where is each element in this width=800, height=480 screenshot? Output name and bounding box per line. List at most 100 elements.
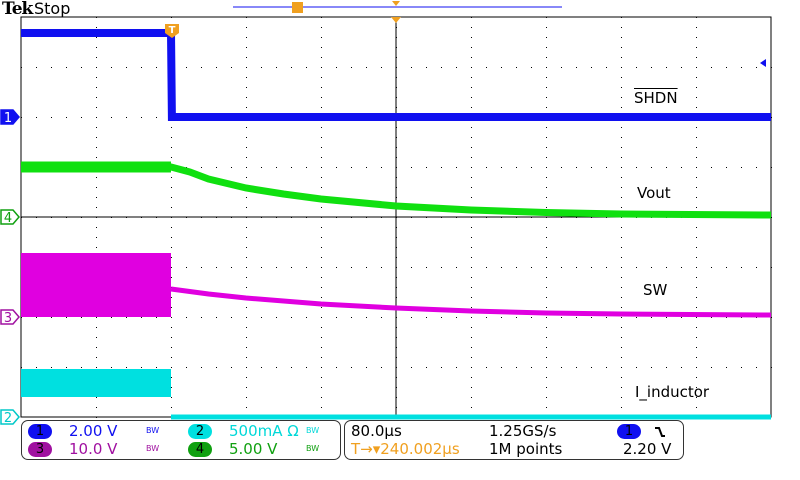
ch2-ground-marker[interactable]: 2 (0, 409, 20, 426)
grid-dot (546, 77, 547, 78)
horizontal-settings-panel[interactable]: 80.0µs 1.25GS/s T→▾240.002µs 1M points 1… (344, 420, 684, 460)
grid-dot (606, 167, 607, 168)
grid-dot (696, 307, 697, 308)
grid-dot (696, 387, 697, 388)
grid-dot (696, 287, 697, 288)
grid-dot (546, 187, 547, 188)
ch4-badge[interactable]: 4 (188, 442, 212, 457)
horizontal-position-marker[interactable] (391, 17, 401, 23)
ch3-scale[interactable]: 10.0 V (69, 440, 118, 458)
grid-dot (291, 367, 292, 368)
trigger-source-badge[interactable]: 1 (617, 424, 641, 439)
trigger-marker[interactable]: T (165, 24, 179, 38)
grid-dot (711, 67, 712, 68)
grid-dot (321, 157, 322, 158)
grid-dot (471, 227, 472, 228)
grid-dot (21, 67, 22, 68)
sw-switching-band (21, 253, 171, 317)
falling-edge-icon[interactable] (653, 425, 667, 439)
grid-dot (246, 47, 247, 48)
horizontal-position[interactable]: T→▾240.002µs (351, 440, 460, 458)
grid-dot (561, 367, 562, 368)
grid-dot (246, 87, 247, 88)
grid-dot (186, 67, 187, 68)
ch1-ground-marker[interactable]: 1 (0, 109, 20, 126)
grid-dot (96, 117, 97, 118)
grid-dot (711, 367, 712, 368)
grid-dot (486, 67, 487, 68)
record-trigger-marker (292, 2, 303, 13)
ch4-marker-label: 4 (4, 211, 12, 226)
ch2-scale[interactable]: 500mA Ω (229, 422, 299, 440)
grid-dot (546, 167, 547, 168)
grid-dot (546, 307, 547, 308)
trigger-level[interactable]: 2.20 V (623, 440, 672, 458)
grid-dot (636, 67, 637, 68)
grid-dot (366, 267, 367, 268)
grid-dot (471, 337, 472, 338)
timebase[interactable]: 80.0µs (351, 422, 402, 440)
ch1-badge[interactable]: 1 (28, 424, 52, 439)
trigger-level-marker[interactable] (760, 59, 766, 67)
grid-dot (141, 317, 142, 318)
grid-dot (741, 267, 742, 268)
grid-dot (471, 257, 472, 258)
grid-dot (471, 147, 472, 148)
label-i-inductor: I_inductor (635, 383, 710, 401)
grid-dot (621, 247, 622, 248)
ch4-scale[interactable]: 5.00 V (229, 440, 278, 458)
ch3-badge[interactable]: 3 (28, 442, 52, 457)
grid-dot (441, 367, 442, 368)
grid-dot (621, 317, 622, 318)
grid-dot (411, 67, 412, 68)
grid-dot (471, 357, 472, 358)
grid-dot (546, 207, 547, 208)
grid-dot (81, 117, 82, 118)
grid-dot (321, 387, 322, 388)
grid-dot (681, 317, 682, 318)
grid-dot (321, 307, 322, 308)
grid-dot (96, 37, 97, 38)
grid-dot (471, 307, 472, 308)
grid-dot (726, 67, 727, 68)
grid-dot (546, 287, 547, 288)
grid-dot (171, 207, 172, 208)
grid-dot (321, 337, 322, 338)
grid-dot (531, 367, 532, 368)
grid-dot (261, 367, 262, 368)
grid-dot (21, 317, 22, 318)
grid-dot (471, 97, 472, 98)
grid-dot (96, 147, 97, 148)
grid-dot (36, 317, 37, 318)
grid-dot (381, 167, 382, 168)
vertical-settings-panel[interactable]: 1 2.00 V BW 2 500mA Ω BW 3 10.0 V BW 4 5… (21, 420, 341, 460)
grid-dot (171, 157, 172, 158)
grid-dot (366, 317, 367, 318)
grid-dot (546, 237, 547, 238)
grid-dot (681, 267, 682, 268)
grid-dot (621, 347, 622, 348)
grid-dot (321, 67, 322, 68)
grid-dot (276, 367, 277, 368)
grid-dot (426, 267, 427, 268)
grid-dot (726, 317, 727, 318)
grid-dot (246, 387, 247, 388)
grid-dot (471, 17, 472, 18)
grid-dot (696, 27, 697, 28)
grid-dot (471, 127, 472, 128)
ch4-ground-marker[interactable]: 4 (0, 209, 20, 226)
grid-dot (21, 367, 22, 368)
grid-dot (501, 267, 502, 268)
grid-dot (726, 267, 727, 268)
svg-text:T: T (169, 25, 176, 36)
grid-dot (546, 327, 547, 328)
ch1-scale[interactable]: 2.00 V (69, 422, 118, 440)
grid-dot (621, 157, 622, 158)
ch3-ground-marker[interactable]: 3 (0, 309, 20, 326)
grid-dot (531, 267, 532, 268)
grid-dot (246, 277, 247, 278)
grid-dot (291, 267, 292, 268)
ch2-badge[interactable]: 2 (188, 424, 212, 439)
grid-dot (471, 197, 472, 198)
grid-dot (96, 17, 97, 18)
